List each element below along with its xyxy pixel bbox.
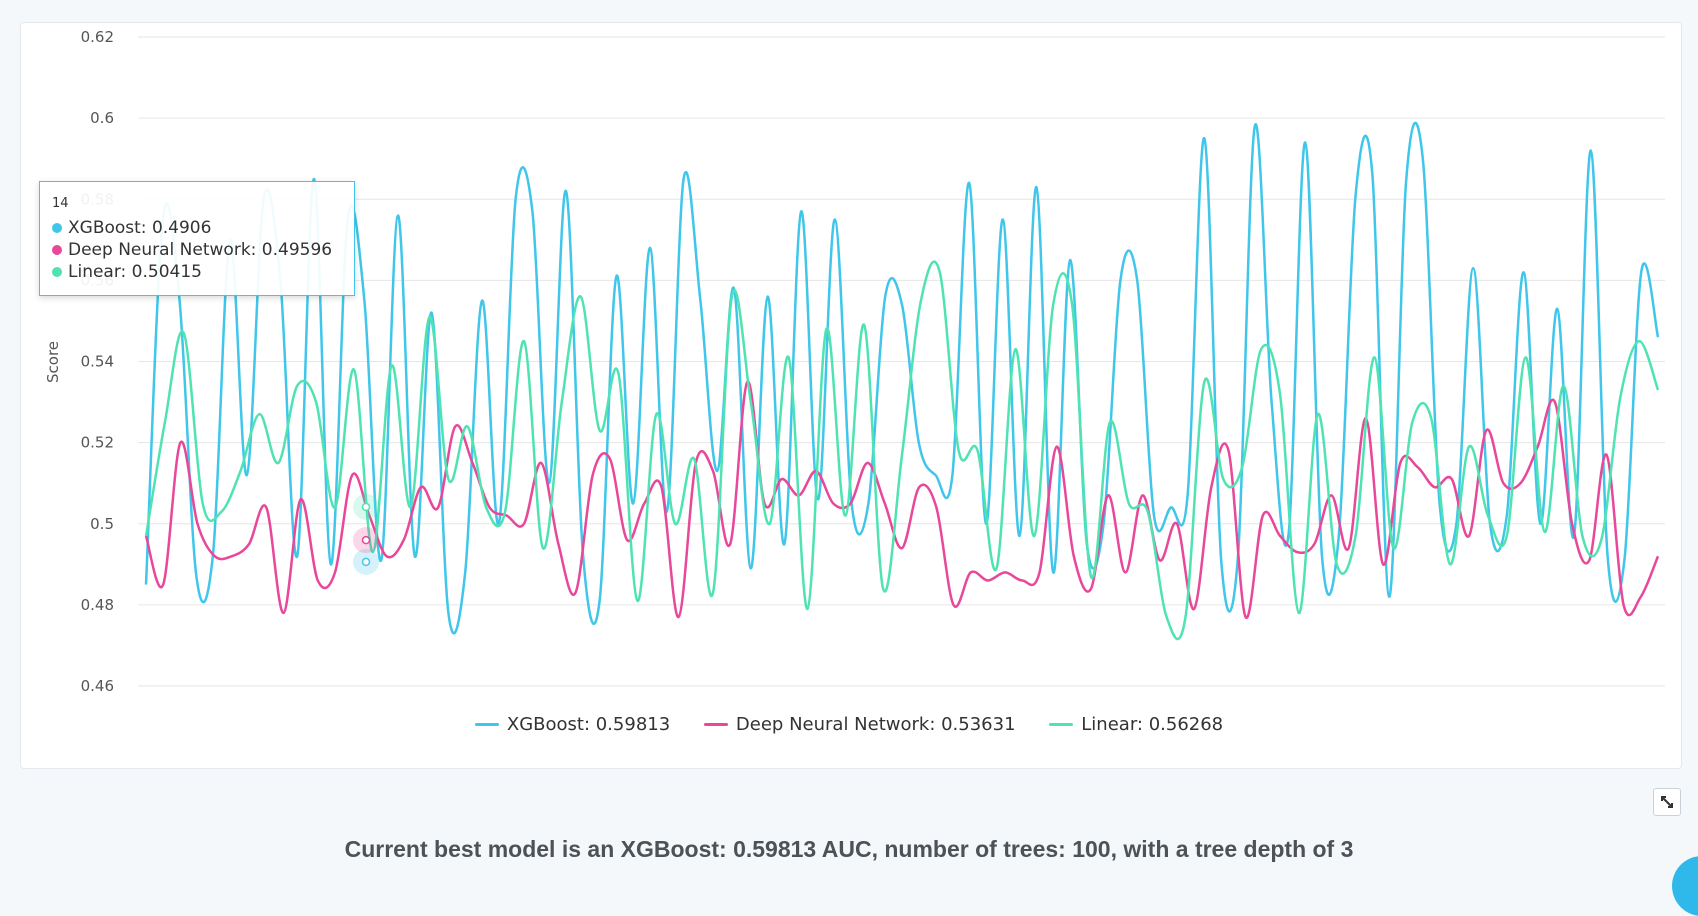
- hover-point[interactable]: [361, 557, 371, 567]
- series-lines: [144, 121, 1660, 641]
- expand-button[interactable]: [1653, 788, 1681, 816]
- floating-action-button[interactable]: [1672, 856, 1698, 916]
- dnn-dot-icon: [52, 245, 62, 255]
- tooltip-label: Linear: 0.50415: [68, 262, 202, 282]
- legend-line-icon: [474, 723, 499, 726]
- tooltip-row-dnn: Deep Neural Network: 0.49596: [52, 239, 342, 261]
- expand-icon: [1661, 796, 1673, 808]
- y-tick-label: 0.54: [81, 353, 114, 371]
- legend-label: Linear: 0.56268: [1081, 714, 1224, 735]
- tooltip-label: Deep Neural Network: 0.49596: [68, 240, 333, 260]
- tooltip: 14 XGBoost: 0.4906 Deep Neural Network: …: [39, 181, 355, 296]
- y-tick-label: 0.46: [81, 677, 114, 695]
- legend-label: XGBoost: 0.59813: [506, 714, 671, 735]
- y-tick-label: 0.62: [81, 28, 114, 46]
- tooltip-row-linear: Linear: 0.50415: [52, 261, 342, 283]
- legend-label: Deep Neural Network: 0.53631: [735, 714, 1016, 735]
- y-axis-ticks: 0.460.480.50.520.540.560.580.60.62: [81, 28, 114, 695]
- series-dnn[interactable]: [144, 380, 1660, 619]
- tooltip-row-xgboost: XGBoost: 0.4906: [52, 217, 342, 239]
- xgboost-dot-icon: [52, 223, 62, 233]
- chart-card: [20, 22, 1682, 769]
- legend-item-xgboost[interactable]: XGBoost: 0.59813: [474, 714, 671, 735]
- legend-item-linear[interactable]: Linear: 0.56268: [1049, 714, 1223, 735]
- y-tick-label: 0.6: [90, 109, 114, 127]
- legend-line-icon: [1049, 723, 1074, 726]
- y-axis-label: Score: [44, 341, 62, 383]
- chart-legend: XGBoost: 0.59813 Deep Neural Network: 0.…: [0, 710, 1698, 735]
- hover-point[interactable]: [361, 502, 371, 512]
- series-xgboost[interactable]: [144, 121, 1660, 635]
- legend-line-icon: [703, 723, 728, 726]
- linear-dot-icon: [52, 267, 62, 277]
- hover-point[interactable]: [361, 535, 371, 545]
- y-tick-label: 0.5: [90, 515, 114, 533]
- grid: [138, 36, 1665, 687]
- series-linear[interactable]: [144, 260, 1660, 641]
- y-tick-label: 0.48: [81, 596, 114, 614]
- tooltip-label: XGBoost: 0.4906: [68, 218, 212, 238]
- legend-item-dnn[interactable]: Deep Neural Network: 0.53631: [703, 714, 1016, 735]
- y-tick-label: 0.52: [81, 434, 114, 452]
- hover-markers: [353, 493, 379, 575]
- line-chart: 0.460.480.50.520.540.560.580.60.62 Score: [44, 28, 1665, 695]
- best-model-summary: Current best model is an XGBoost: 0.5981…: [344, 836, 1354, 862]
- tooltip-header: 14: [52, 196, 69, 211]
